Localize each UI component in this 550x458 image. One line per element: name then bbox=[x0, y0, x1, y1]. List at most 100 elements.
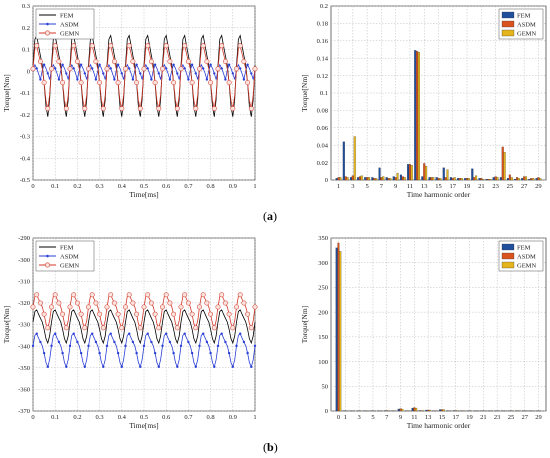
b-left-ytick-label: -320 bbox=[18, 300, 30, 307]
b-left-point-asdm bbox=[194, 365, 197, 368]
b-left-chart: -370 -360 -350 -340 -330 -320 -310 -300 -290 Torq… bbox=[2, 235, 258, 430]
a-left-point-gemn bbox=[119, 106, 125, 111]
a-left-point-asdm bbox=[250, 72, 253, 75]
a-left-point-asdm bbox=[83, 72, 87, 75]
b-left-point-gemn bbox=[60, 311, 66, 317]
a-right-bar-gemn bbox=[446, 169, 449, 181]
a-left-point-asdm bbox=[176, 72, 179, 75]
a-right-bar-gemn bbox=[489, 179, 492, 181]
a-left-point-asdm bbox=[183, 67, 186, 70]
a-right-bar-gemn bbox=[475, 175, 478, 181]
a-left-point-asdm bbox=[46, 72, 49, 75]
b-left-point-asdm bbox=[172, 351, 175, 355]
b-left-ytick-label: -300 bbox=[18, 257, 30, 264]
a-left-point-gemn bbox=[241, 58, 247, 64]
a-left-point-gemn bbox=[245, 80, 251, 86]
a-left-point-gemn bbox=[219, 43, 225, 49]
a-left-legend-label: FEM bbox=[60, 12, 74, 19]
a-left-point-gemn bbox=[174, 106, 180, 111]
a-left-point-gemn bbox=[78, 80, 84, 86]
a-left-point-gemn bbox=[222, 58, 228, 64]
a-left-point-asdm bbox=[98, 63, 101, 66]
a-right-legend-label: ASDM bbox=[517, 21, 536, 28]
b-left-xtick-label: 0.5 bbox=[140, 414, 148, 421]
b-left-point-gemn bbox=[145, 292, 151, 298]
a-right-xlabel: Time harmonic order bbox=[407, 190, 471, 199]
a-right-bar-asdm bbox=[408, 164, 411, 181]
a-left-point-asdm bbox=[239, 67, 242, 70]
b-left-point-asdm bbox=[109, 332, 112, 335]
a-right-bar-asdm bbox=[373, 178, 376, 181]
a-left-point-gemn bbox=[200, 43, 206, 49]
b-left-point-asdm bbox=[124, 344, 127, 348]
a-right-bar-fem bbox=[485, 179, 488, 181]
a-left-point-asdm bbox=[220, 67, 223, 70]
a-left-xtick-label: 0.3 bbox=[96, 183, 104, 190]
b-left-point-gemn bbox=[234, 304, 239, 310]
b-left-point-gemn bbox=[208, 311, 214, 317]
a-left-point-gemn bbox=[111, 58, 117, 64]
a-left-point-gemn bbox=[160, 66, 165, 72]
a-right-bar-asdm bbox=[508, 174, 511, 181]
a-left-point-asdm bbox=[109, 67, 112, 70]
a-left-legend-label: GEMN bbox=[60, 30, 79, 37]
b-left-point-asdm bbox=[165, 332, 168, 335]
a-left-point-asdm bbox=[113, 78, 116, 81]
b-left-point-gemn bbox=[219, 292, 225, 298]
a-right-bar-fem bbox=[457, 178, 460, 181]
b-left-point-asdm bbox=[153, 351, 157, 355]
b-left-point-asdm bbox=[239, 332, 242, 335]
b-left-xtick-label: 0.1 bbox=[51, 414, 59, 421]
a-left-point-gemn bbox=[185, 58, 191, 64]
b-left-ytick-label: -330 bbox=[18, 322, 30, 329]
a-right-ytick-label: 0.08 bbox=[317, 108, 328, 115]
b-left-point-asdm bbox=[209, 351, 212, 355]
b-right-xtick-label: 15 bbox=[439, 414, 446, 421]
b-left-point-asdm bbox=[68, 344, 72, 348]
b-left-point-asdm bbox=[146, 332, 149, 335]
a-left-point-gemn bbox=[71, 43, 77, 49]
a-left-point-asdm bbox=[172, 63, 175, 66]
a-left-point-asdm bbox=[157, 72, 160, 75]
a-left-point-gemn bbox=[197, 66, 202, 72]
a-right-xtick-label: 17 bbox=[450, 183, 457, 190]
b-left-xtick-label: 0.9 bbox=[229, 414, 237, 421]
a-left-point-asdm bbox=[91, 67, 94, 70]
b-left-point-asdm bbox=[161, 344, 164, 348]
a-left-ytick-label: -0.5 bbox=[20, 177, 30, 184]
a-right-bar-fem bbox=[335, 178, 338, 181]
a-left-point-gemn bbox=[178, 66, 184, 72]
a-right-xtick-label: 7 bbox=[380, 183, 384, 190]
b-left-point-gemn bbox=[97, 311, 103, 317]
a-right-bar-gemn bbox=[403, 177, 406, 181]
b-left-ytick-label: -360 bbox=[18, 387, 30, 394]
a-right-bar-gemn bbox=[417, 52, 420, 181]
a-left-point-gemn bbox=[45, 106, 51, 111]
b-left-point-asdm bbox=[87, 344, 90, 348]
b-right-bar-fem bbox=[425, 409, 428, 412]
a-right-bar-asdm bbox=[416, 51, 419, 181]
a-left-point-asdm bbox=[54, 67, 57, 70]
a-left-legend-marker bbox=[46, 22, 49, 26]
a-left-point-gemn bbox=[100, 106, 106, 111]
b-left-point-gemn bbox=[222, 300, 228, 306]
b-left-ylabel: Torque[Nm] bbox=[2, 306, 11, 343]
b-left-point-gemn bbox=[30, 304, 36, 310]
b-right-bar-asdm bbox=[337, 242, 340, 412]
a-left-xtick-label: 0.5 bbox=[140, 183, 148, 190]
b-left-point-asdm bbox=[176, 365, 179, 368]
b-left-point-asdm bbox=[46, 365, 49, 368]
b-left-point-gemn bbox=[245, 311, 251, 317]
a-right-legend-label: FEM bbox=[517, 12, 531, 19]
a-left-legend-label: ASDM bbox=[60, 21, 79, 28]
a-right-bar-gemn bbox=[453, 177, 456, 181]
a-right-bar-gemn bbox=[460, 178, 463, 181]
a-right-bar-fem bbox=[407, 164, 410, 181]
a-left-xtick-label: 0.7 bbox=[184, 183, 193, 190]
a-left-ytick-label: -0.2 bbox=[20, 112, 30, 119]
b-left-point-gemn bbox=[200, 292, 206, 298]
a-right-legend-swatch bbox=[501, 11, 515, 19]
a-right-bar-gemn bbox=[503, 152, 506, 181]
a-right-xtick-label: 5 bbox=[365, 183, 368, 190]
